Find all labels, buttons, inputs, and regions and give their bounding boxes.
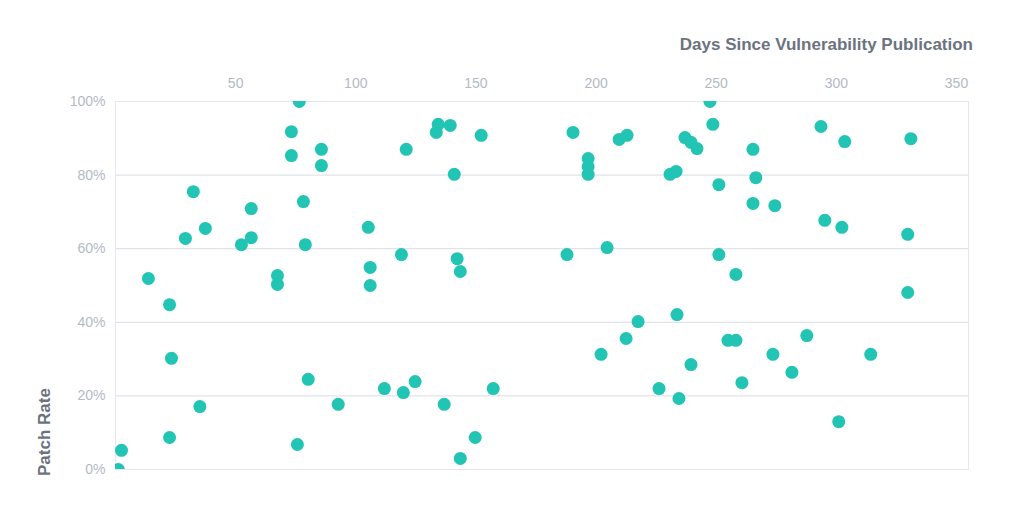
- svg-text:350: 350: [945, 75, 969, 91]
- svg-text:50: 50: [228, 75, 244, 91]
- svg-text:60%: 60%: [77, 240, 105, 256]
- svg-text:Patch Rate: Patch Rate: [35, 388, 54, 476]
- svg-text:80%: 80%: [77, 167, 105, 183]
- svg-text:0%: 0%: [85, 461, 105, 477]
- svg-text:40%: 40%: [77, 314, 105, 330]
- svg-text:20%: 20%: [77, 387, 105, 403]
- svg-text:150: 150: [464, 75, 488, 91]
- svg-text:100%: 100%: [70, 93, 106, 109]
- svg-text:100: 100: [344, 75, 368, 91]
- svg-text:300: 300: [825, 75, 849, 91]
- svg-text:Days Since Vulnerability Publi: Days Since Vulnerability Publication: [680, 35, 973, 54]
- svg-text:250: 250: [705, 75, 729, 91]
- svg-text:200: 200: [584, 75, 608, 91]
